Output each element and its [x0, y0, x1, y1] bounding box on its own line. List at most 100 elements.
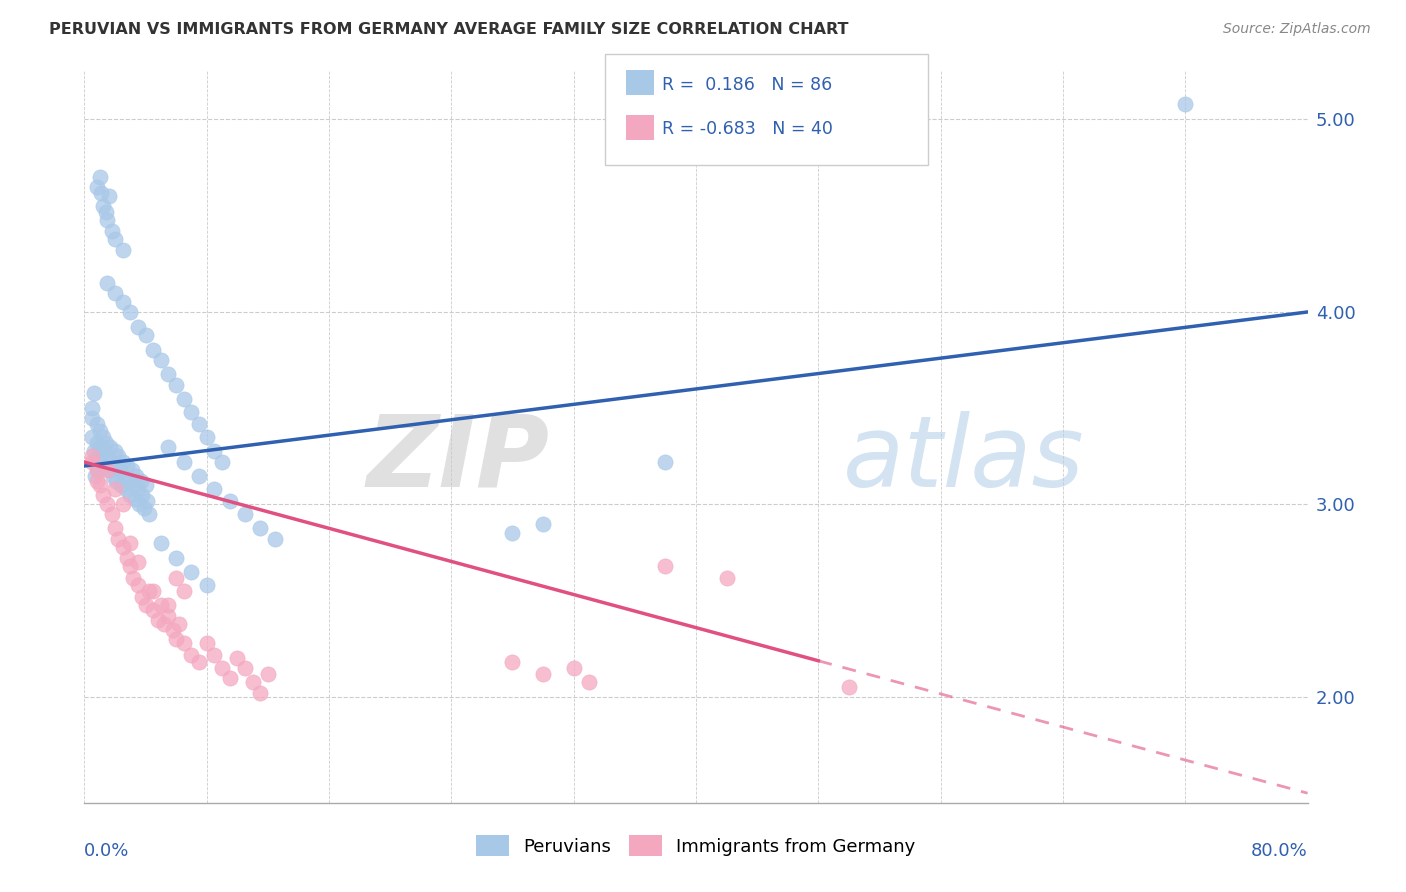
- Point: [1174, 97, 1197, 112]
- Point: [195, 578, 218, 592]
- Text: Source: ZipAtlas.com: Source: ZipAtlas.com: [1223, 22, 1371, 37]
- Point: [149, 353, 172, 368]
- Point: [107, 532, 129, 546]
- Point: [129, 475, 152, 489]
- Point: [132, 501, 155, 516]
- Point: [80, 455, 103, 469]
- Point: [218, 671, 240, 685]
- Point: [104, 482, 127, 496]
- Point: [127, 320, 149, 334]
- Point: [188, 468, 211, 483]
- Point: [111, 455, 134, 469]
- Point: [89, 440, 111, 454]
- Point: [94, 205, 117, 219]
- Point: [101, 224, 124, 238]
- Point: [84, 468, 107, 483]
- Point: [167, 616, 190, 631]
- Point: [165, 378, 187, 392]
- Point: [86, 417, 108, 431]
- Point: [101, 507, 124, 521]
- Point: [142, 343, 165, 358]
- Point: [86, 179, 108, 194]
- Point: [142, 584, 165, 599]
- Point: [149, 536, 172, 550]
- Point: [86, 475, 108, 489]
- Point: [127, 555, 149, 569]
- Point: [502, 655, 524, 669]
- Point: [531, 516, 554, 531]
- Point: [131, 590, 153, 604]
- Point: [180, 405, 202, 419]
- Point: [104, 458, 127, 473]
- Point: [120, 536, 142, 550]
- Point: [91, 488, 114, 502]
- Point: [188, 655, 211, 669]
- Point: [122, 478, 145, 492]
- Point: [111, 295, 134, 310]
- Text: atlas: atlas: [842, 410, 1084, 508]
- Point: [94, 435, 117, 450]
- Text: ZIP: ZIP: [366, 410, 550, 508]
- Point: [202, 443, 225, 458]
- Point: [83, 443, 105, 458]
- Point: [264, 532, 287, 546]
- Point: [121, 463, 143, 477]
- Point: [96, 212, 118, 227]
- Point: [98, 440, 121, 454]
- Point: [233, 661, 256, 675]
- Point: [91, 430, 114, 444]
- Point: [135, 478, 157, 492]
- Point: [111, 540, 134, 554]
- Point: [242, 674, 264, 689]
- Point: [173, 636, 195, 650]
- Point: [157, 609, 180, 624]
- Point: [157, 367, 180, 381]
- Point: [104, 443, 127, 458]
- Point: [111, 244, 134, 258]
- Point: [195, 636, 218, 650]
- Point: [89, 170, 111, 185]
- Point: [128, 498, 150, 512]
- Point: [249, 520, 271, 534]
- Point: [654, 559, 676, 574]
- Point: [562, 661, 585, 675]
- Point: [162, 623, 184, 637]
- Point: [118, 475, 141, 489]
- Point: [110, 478, 132, 492]
- Point: [502, 526, 524, 541]
- Point: [97, 189, 120, 203]
- Point: [127, 482, 149, 496]
- Point: [173, 392, 195, 406]
- Point: [86, 463, 108, 477]
- Point: [233, 507, 256, 521]
- Point: [96, 463, 118, 477]
- Point: [125, 468, 148, 483]
- Point: [83, 385, 105, 400]
- Point: [135, 598, 157, 612]
- Point: [104, 232, 127, 246]
- Point: [91, 443, 114, 458]
- Point: [838, 681, 860, 695]
- Point: [96, 498, 118, 512]
- Point: [91, 199, 114, 213]
- Point: [89, 425, 111, 439]
- Text: 80.0%: 80.0%: [1251, 842, 1308, 860]
- Point: [157, 440, 180, 454]
- Point: [173, 584, 195, 599]
- Point: [180, 648, 202, 662]
- Point: [80, 401, 103, 416]
- Point: [165, 571, 187, 585]
- Point: [138, 507, 160, 521]
- Point: [153, 616, 176, 631]
- Point: [211, 661, 233, 675]
- Point: [173, 455, 195, 469]
- Point: [108, 463, 131, 477]
- Point: [101, 455, 124, 469]
- Point: [105, 475, 128, 489]
- Point: [120, 488, 142, 502]
- Point: [257, 666, 280, 681]
- Point: [142, 603, 165, 617]
- Point: [531, 666, 554, 681]
- Point: [165, 551, 187, 566]
- Point: [114, 482, 136, 496]
